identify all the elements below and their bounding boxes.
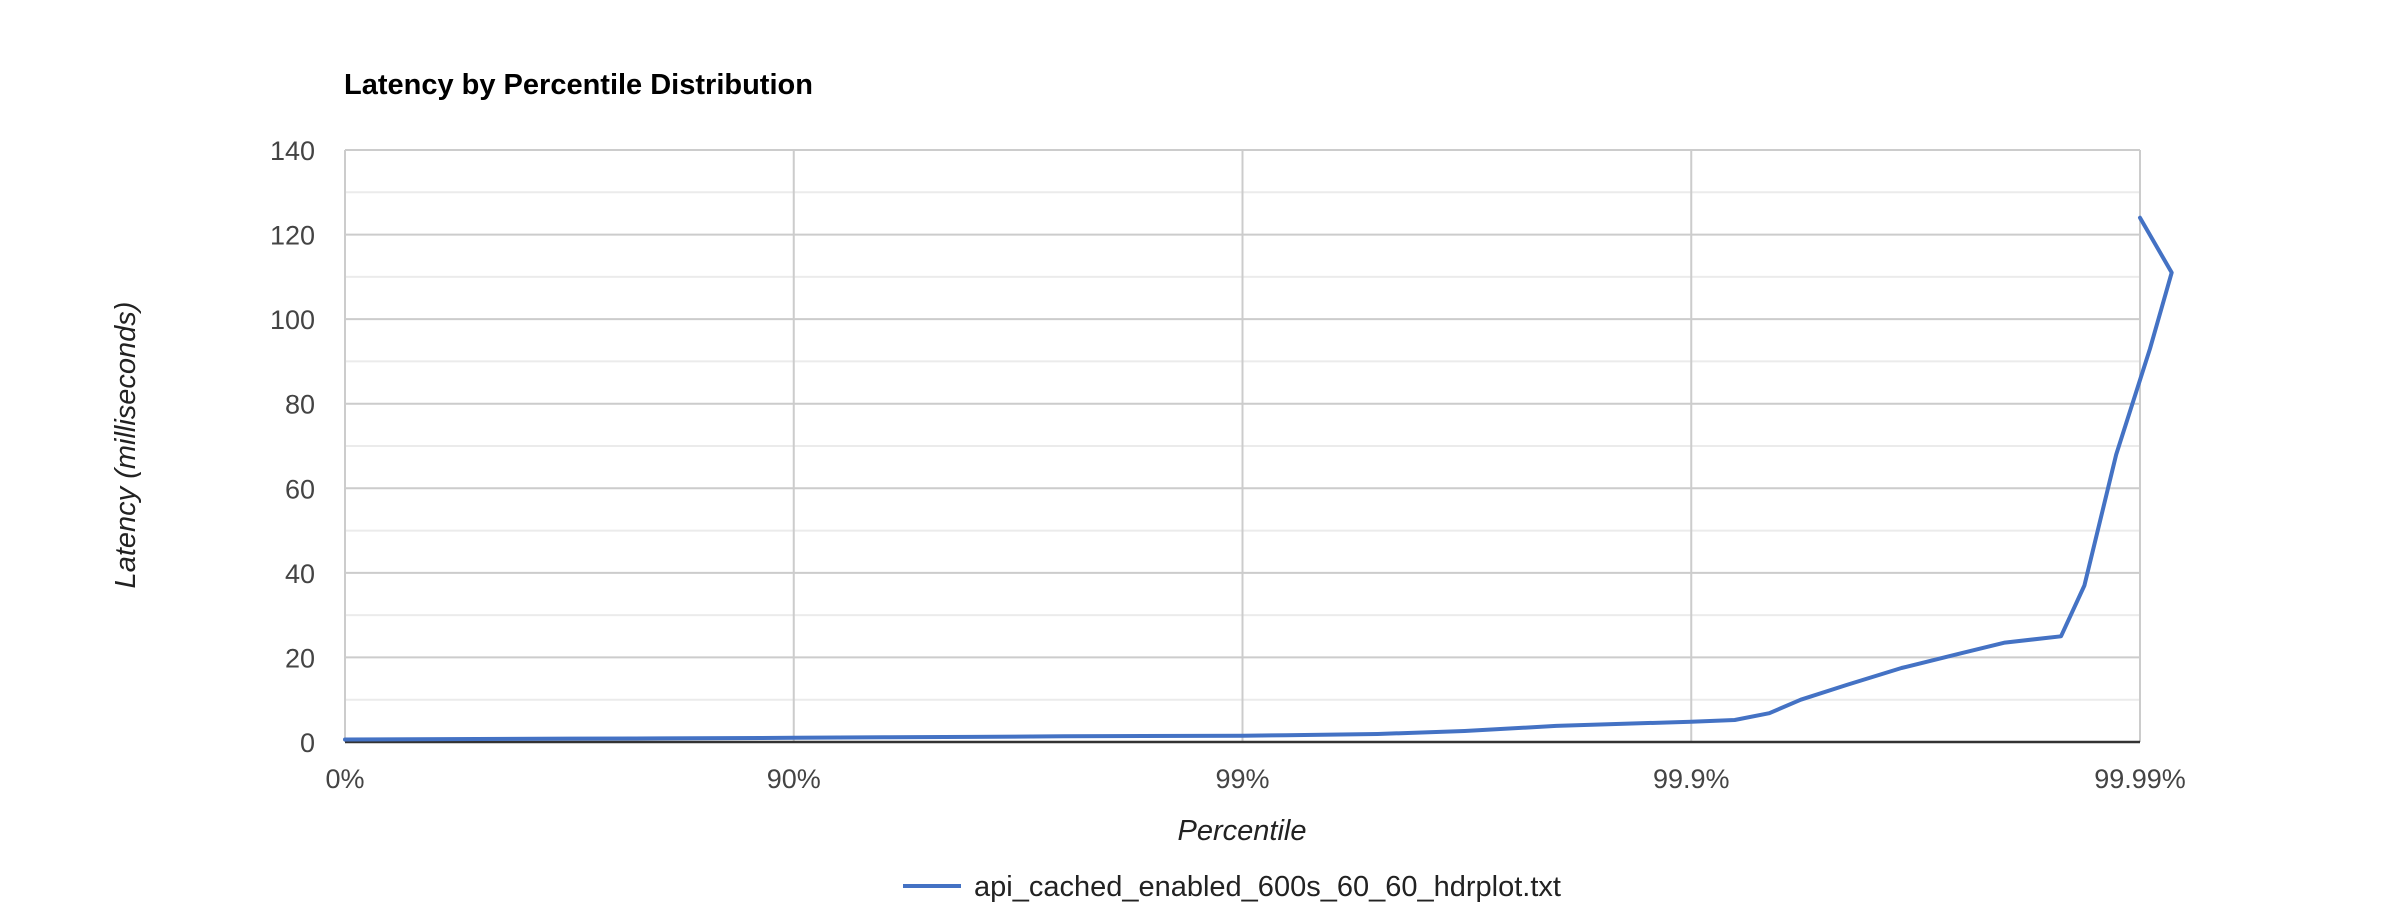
y-tick-label: 60	[285, 474, 315, 504]
x-axis-label: Percentile	[1178, 815, 1307, 847]
y-tick-label: 140	[270, 136, 315, 166]
x-tick-label: 99%	[1215, 764, 1269, 794]
series-layer	[343, 215, 2174, 742]
x-tick-label: 0%	[325, 764, 364, 794]
y-tick-label: 40	[285, 559, 315, 589]
series-line	[343, 215, 2174, 742]
y-tick-label: 80	[285, 390, 315, 420]
y-tick-label: 0	[300, 728, 315, 758]
legend: api_cached_enabled_600s_60_60_hdrplot.tx…	[903, 871, 1561, 903]
y-tick-label: 20	[285, 643, 315, 673]
y-axis-label: Latency (milliseconds)	[110, 302, 142, 589]
tick-labels: 0 20 40 60 80 100 120 140 0% 90% 99% 99.9% 99.99%	[270, 136, 2186, 794]
x-tick-label: 99.99%	[2094, 764, 2186, 794]
x-tick-label: 99.9%	[1653, 764, 1730, 794]
grid	[344, 149, 2141, 744]
x-tick-label: 90%	[767, 764, 821, 794]
legend-label: api_cached_enabled_600s_60_60_hdrplot.tx…	[974, 871, 1561, 903]
chart-title: Latency by Percentile Distribution	[344, 69, 813, 101]
y-tick-label: 100	[270, 305, 315, 335]
y-tick-label: 120	[270, 221, 315, 251]
